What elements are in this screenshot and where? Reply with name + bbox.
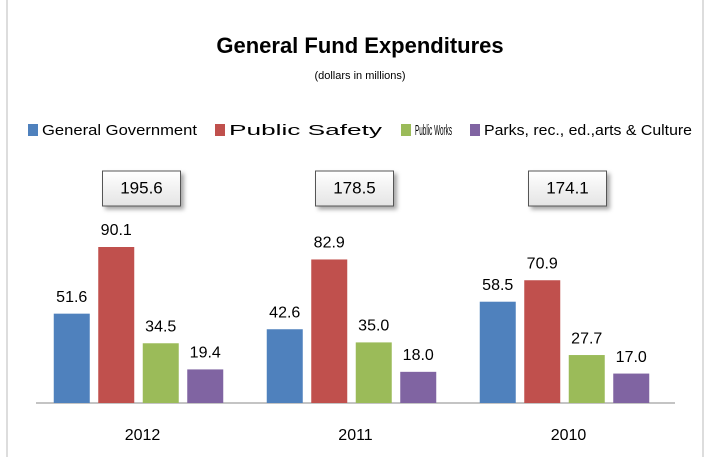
value-label: 82.9 xyxy=(314,235,345,252)
bar xyxy=(53,313,90,403)
value-label: 58.5 xyxy=(482,277,513,294)
value-label: 18.0 xyxy=(403,347,434,364)
value-label: 19.4 xyxy=(190,345,221,362)
legend-swatch xyxy=(215,124,225,136)
bar xyxy=(568,355,605,403)
bar xyxy=(355,342,392,403)
bar xyxy=(142,343,179,403)
legend-label: Parks, rec., ed.,arts & Culture xyxy=(484,122,692,139)
total-label: 178.5 xyxy=(333,178,376,197)
bar xyxy=(187,369,224,403)
bar xyxy=(479,301,516,403)
bar xyxy=(98,247,135,403)
legend-swatch xyxy=(28,124,38,136)
legend-label: Public Works xyxy=(415,122,452,139)
chart-title: General Fund Expenditures xyxy=(216,33,503,58)
x-tick-label: 2012 xyxy=(125,427,161,444)
value-label: 90.1 xyxy=(101,222,132,239)
total-box xyxy=(102,170,181,207)
bar xyxy=(613,373,650,403)
value-label: 70.9 xyxy=(527,255,558,272)
value-label: 27.7 xyxy=(571,330,602,347)
bar xyxy=(311,259,348,403)
value-label: 17.0 xyxy=(616,349,647,366)
total-label: 174.1 xyxy=(546,178,589,197)
legend-label: General Government xyxy=(42,122,198,139)
bar xyxy=(524,280,561,403)
x-tick-label: 2011 xyxy=(338,427,373,444)
x-tick-label: 2010 xyxy=(551,427,587,444)
total-box xyxy=(528,170,607,207)
chart-subtitle: (dollars in millions) xyxy=(314,70,405,82)
bar xyxy=(400,371,437,403)
legend-label: Public Safety xyxy=(229,122,383,139)
total-box xyxy=(315,170,394,207)
bar xyxy=(266,329,303,403)
value-label: 34.5 xyxy=(145,318,176,335)
value-label: 35.0 xyxy=(358,318,389,335)
legend-swatch xyxy=(401,124,411,136)
value-label: 42.6 xyxy=(269,304,300,321)
legend-swatch xyxy=(470,124,480,136)
total-label: 195.6 xyxy=(120,178,163,197)
value-label: 51.6 xyxy=(56,289,87,306)
